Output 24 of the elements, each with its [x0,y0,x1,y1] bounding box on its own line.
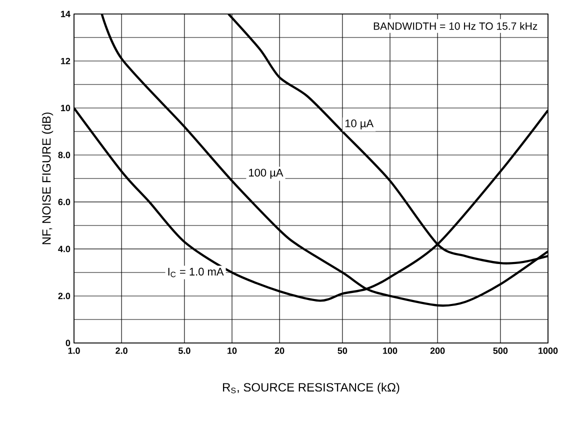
y-tick-label: 0 [66,340,70,346]
y-tick-label: 2.0 [58,292,70,300]
y-tick-label: 14 [61,10,70,18]
x-tick-label: 200 [430,348,445,354]
y-tick-label: 10 [61,104,70,112]
x-tick-label: 100 [383,348,398,354]
y-tick-label: 12 [61,58,70,64]
x-axis-title: R$_{S}$, SOURCE RESISTANCE (kΩ) [223,382,400,394]
y-tick-label: 4.0 [58,246,70,252]
x-tick-label: 50 [338,348,348,354]
series-label: I$_{C}$ = 1.0 mA [168,268,224,278]
x-tick-label: 20 [274,348,284,354]
y-axis-title: NF, NOISE FIGURE (dB) [42,112,54,244]
x-tick-label: 1000 [538,348,558,354]
x-tick-label: 500 [493,348,508,354]
series-label: 10 µA [345,119,374,130]
y-tick-label: 8.0 [58,152,70,158]
annotation: BANDWIDTH = 10 Hz TO 15.7 kHz [374,22,538,30]
y-tick-label: 6.0 [58,198,70,206]
x-tick-label: 5.0 [178,348,190,354]
x-tick-label: 2.0 [116,348,128,354]
x-tick-label: 1.0 [68,348,80,354]
x-tick-label: 10 [228,348,237,354]
series-label: 100 µA [249,168,284,179]
